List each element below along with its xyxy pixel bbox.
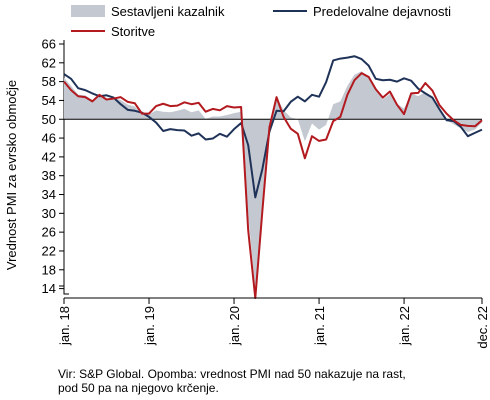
x-tick-label: jan. 20 [227, 306, 242, 346]
x-tick-label: dec. 22 [475, 306, 490, 349]
y-axis-break-marker [59, 285, 69, 295]
x-tick-label: jan. 21 [312, 306, 327, 346]
y-tick-label: 22 [42, 243, 56, 258]
x-tick-label: jan. 19 [142, 306, 157, 346]
x-axis: jan. 18 jan. 19 jan. 20 jan. 21 jan. 22 dec. … [57, 297, 490, 349]
legend-services-label: Storitve [111, 24, 155, 39]
series-services-line [63, 72, 483, 299]
y-tick-label: 42 [42, 149, 56, 164]
legend: Sestavljeni kazalnik Predelovalne dejavn… [71, 4, 451, 39]
y-axis-label: Vrednost PMI za evrsko območje [4, 80, 19, 270]
x-tick-label: jan. 22 [397, 306, 412, 346]
y-tick-label: 66 [42, 37, 56, 52]
y-tick-label: 58 [42, 74, 56, 89]
y-tick-label: 50 [42, 112, 56, 127]
y-tick-label: 18 [42, 262, 56, 277]
y-tick-label: 38 [42, 168, 56, 183]
y-tick-label: 62 [42, 55, 56, 70]
x-tick-label: jan. 18 [57, 306, 72, 346]
y-axis: 14 18 22 26 30 34 38 42 46 50 54 58 62 66 [42, 37, 69, 296]
y-tick-label: 54 [42, 93, 56, 108]
legend-manufacturing-label: Predelovalne dejavnosti [313, 4, 451, 19]
y-tick-label: 14 [42, 281, 56, 296]
source-line-2: pod 50 pa na njegovo krčenje. [58, 381, 219, 395]
source-note: Vir: S&P Global. Opomba: vrednost PMI na… [58, 367, 488, 395]
series-manufacturing-line [63, 55, 483, 199]
y-tick-label: 34 [42, 187, 56, 202]
legend-composite-swatch [71, 5, 105, 17]
legend-composite-label: Sestavljeni kazalnik [111, 4, 225, 19]
series-composite-area [64, 71, 482, 291]
y-tick-label: 46 [42, 131, 56, 146]
pmi-chart: Sestavljeni kazalnik Predelovalne dejavn… [4, 4, 490, 349]
source-line-1: Vir: S&P Global. Opomba: vrednost PMI na… [58, 367, 406, 381]
y-tick-label: 30 [42, 206, 56, 221]
y-tick-label: 26 [42, 225, 56, 240]
plot-area [63, 55, 483, 299]
